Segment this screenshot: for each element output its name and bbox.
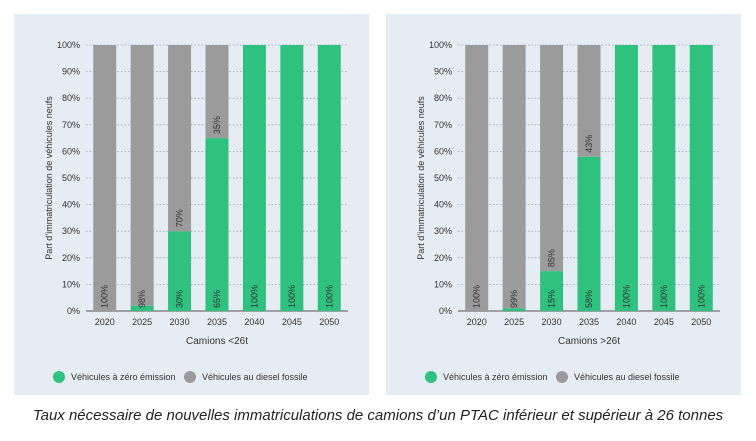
bar-zero-emission (280, 45, 304, 311)
y-tick-label: 40% (434, 200, 452, 210)
bar-diesel (577, 45, 601, 157)
y-tick-label: 50% (434, 173, 452, 183)
y-tick-label: 50% (62, 173, 80, 183)
bar-zero-emission (652, 45, 676, 311)
y-tick-label: 90% (62, 67, 80, 77)
y-tick-label: 0% (439, 306, 452, 316)
data-label-diesel: 43% (584, 135, 594, 153)
chart-panel-left: 0% 10% 20% 30% 40% 50% 60% 70% 80% 90% 100% Part d’… (14, 14, 369, 395)
x-tick-label: 2035 (579, 317, 599, 327)
legend-zero-emission-label: Véhicules à zéro émission (71, 372, 176, 382)
data-label-diesel: 70% (175, 209, 185, 227)
bar-diesel (502, 45, 526, 309)
bar-diesel (465, 45, 489, 311)
x-tick-label: 2045 (282, 317, 302, 327)
bar-zero-emission (317, 45, 341, 311)
bar-zero-emission (689, 45, 713, 311)
y-tick-label: 30% (434, 226, 452, 236)
data-label-zero-emission: 65% (212, 290, 222, 308)
y-axis-title: Part d’immatriculation de véhicules neuf… (44, 96, 54, 260)
data-label-zero-emission: 100% (100, 285, 110, 308)
x-axis-title: Camions >26t (558, 336, 620, 347)
y-tick-label: 10% (434, 279, 452, 289)
y-tick-label: 30% (62, 226, 80, 236)
legend-diesel-marker (184, 371, 196, 383)
y-tick-label: 60% (62, 146, 80, 156)
data-label-zero-emission: 100% (472, 285, 482, 308)
x-tick-label: 2020 (467, 317, 487, 327)
x-tick-label: 2050 (691, 317, 711, 327)
x-tick-label: 2045 (654, 317, 674, 327)
data-label-zero-emission: 100% (287, 285, 297, 308)
bar-zero-emission (168, 231, 192, 311)
data-label-zero-emission: 100% (324, 285, 334, 308)
data-label-zero-emission: 30% (175, 290, 185, 308)
bar-zero-emission (130, 305, 154, 311)
y-tick-label: 40% (62, 200, 80, 210)
x-tick-label: 2035 (207, 317, 227, 327)
x-tick-label: 2020 (95, 317, 115, 327)
y-tick-label: 60% (434, 146, 452, 156)
y-tick-label: 10% (62, 279, 80, 289)
legend-diesel-label: Véhicules au diesel fossile (202, 372, 308, 382)
legend-diesel-marker (556, 371, 568, 383)
y-tick-label: 20% (434, 253, 452, 263)
data-label-diesel: 35% (212, 116, 222, 134)
bar-zero-emission (540, 271, 564, 311)
y-tick-label: 100% (57, 40, 80, 50)
x-tick-label: 2025 (132, 317, 152, 327)
data-label-zero-emission: 98% (137, 290, 147, 308)
y-tick-label: 80% (62, 93, 80, 103)
bar-diesel (93, 45, 117, 311)
bar-diesel (205, 45, 229, 139)
x-tick-label: 2030 (170, 317, 190, 327)
y-tick-label: 70% (62, 120, 80, 130)
data-label-zero-emission: 15% (547, 290, 557, 308)
legend-diesel-label: Véhicules au diesel fossile (574, 372, 680, 382)
y-tick-label: 100% (429, 40, 452, 50)
y-tick-label: 80% (434, 93, 452, 103)
bar-zero-emission (242, 45, 266, 311)
x-tick-label: 2030 (542, 317, 562, 327)
x-tick-label: 2025 (504, 317, 524, 327)
chart-right-svg: 0% 10% 20% 30% 40% 50% 60% 70% 80% 90% 100% Part d’… (416, 40, 720, 383)
legend-zero-emission-marker (425, 371, 437, 383)
x-tick-label: 2040 (616, 317, 636, 327)
data-label-zero-emission: 100% (659, 285, 669, 308)
data-label-zero-emission: 99% (509, 290, 519, 308)
x-axis-title: Camions <26t (186, 336, 248, 347)
y-axis-title: Part d’immatriculation de véhicules neuf… (416, 96, 426, 260)
data-label-zero-emission: 100% (621, 285, 631, 308)
y-tick-label: 90% (434, 67, 452, 77)
legend-zero-emission-label: Véhicules à zéro émission (443, 372, 548, 382)
figure-caption: Taux nécessaire de nouvelles immatricula… (32, 407, 724, 424)
bar-diesel (130, 45, 154, 306)
data-label-zero-emission: 100% (249, 285, 259, 308)
data-label-diesel: 85% (547, 249, 557, 267)
bar-zero-emission (577, 156, 601, 311)
bar-diesel (540, 45, 564, 272)
chart-left-svg: 0% 10% 20% 30% 40% 50% 60% 70% 80% 90% 100% Part d’… (44, 40, 348, 383)
data-label-zero-emission: 100% (696, 285, 706, 308)
y-tick-label: 0% (67, 306, 80, 316)
y-tick-label: 70% (434, 120, 452, 130)
bar-zero-emission (614, 45, 638, 311)
chart-panel-right: 0% 10% 20% 30% 40% 50% 60% 70% 80% 90% 100% Part d’… (386, 14, 741, 395)
bar-diesel (168, 45, 192, 232)
bar-zero-emission (205, 138, 229, 311)
bar-zero-emission (502, 308, 526, 311)
y-tick-label: 20% (62, 253, 80, 263)
data-label-zero-emission: 58% (584, 290, 594, 308)
x-tick-label: 2050 (319, 317, 339, 327)
legend-zero-emission-marker (53, 371, 65, 383)
x-tick-label: 2040 (244, 317, 264, 327)
